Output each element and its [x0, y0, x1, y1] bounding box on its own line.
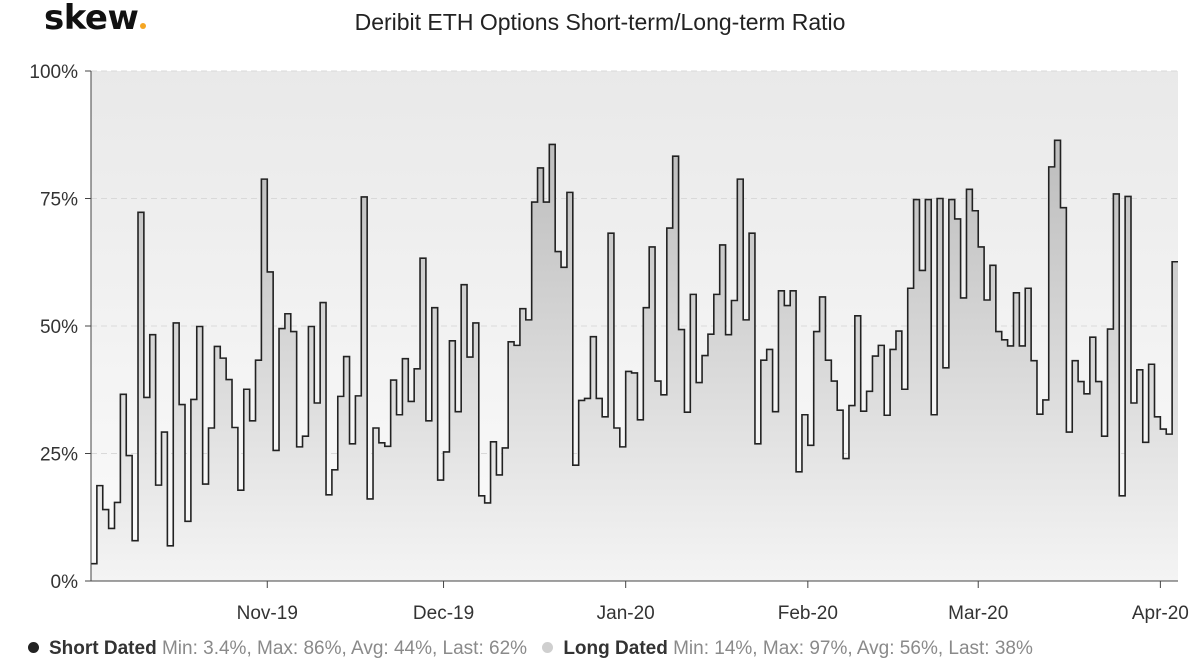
legend-item-short-dated[interactable]: Short Dated Min: 3.4%, Max: 86%, Avg: 44…: [28, 638, 527, 660]
y-tick-label: 100%: [29, 62, 78, 83]
short-dated-swatch: [28, 642, 39, 654]
legend-long-name: Long Dated: [563, 638, 668, 659]
x-tick-label: Jan-20: [597, 603, 655, 624]
logo-text: skew: [44, 0, 139, 38]
x-tick-label: Feb-20: [778, 603, 838, 624]
y-tick-label: 75%: [40, 190, 78, 211]
y-tick-label: 50%: [40, 317, 78, 338]
legend-short-stats: Min: 3.4%, Max: 86%, Avg: 44%, Last: 62%: [161, 638, 528, 659]
chart-title: Deribit ETH Options Short-term/Long-term…: [354, 9, 846, 35]
legend: Short Dated Min: 3.4%, Max: 86%, Avg: 44…: [28, 638, 1033, 660]
short-dated-area: [91, 140, 1178, 582]
logo-dot: [140, 23, 147, 29]
legend-long-stats: Min: 14%, Max: 97%, Avg: 56%, Last: 38%: [673, 638, 1033, 659]
x-tick-label: Apr-20: [1132, 603, 1189, 624]
legend-item-long-dated[interactable]: Long Dated Min: 14%, Max: 97%, Avg: 56%,…: [542, 638, 1033, 660]
x-tick-label: Dec-19: [413, 603, 474, 624]
x-tick-label: Mar-20: [948, 603, 1008, 624]
short-dated-line: [91, 139, 1178, 565]
y-tick-label: 0%: [51, 572, 79, 593]
x-axis-ticks: Nov-19 Dec-19 Jan-20 Feb-20 Mar-20 Apr-20: [237, 581, 1189, 624]
legend-short-name: Short Dated: [49, 638, 157, 659]
x-tick-label: Nov-19: [237, 603, 298, 624]
long-dated-swatch: [542, 642, 554, 654]
y-axis-ticks: 0% 25% 50% 75% 100%: [29, 62, 91, 593]
skew-logo: skew: [44, 0, 147, 38]
y-tick-label: 25%: [40, 445, 78, 466]
